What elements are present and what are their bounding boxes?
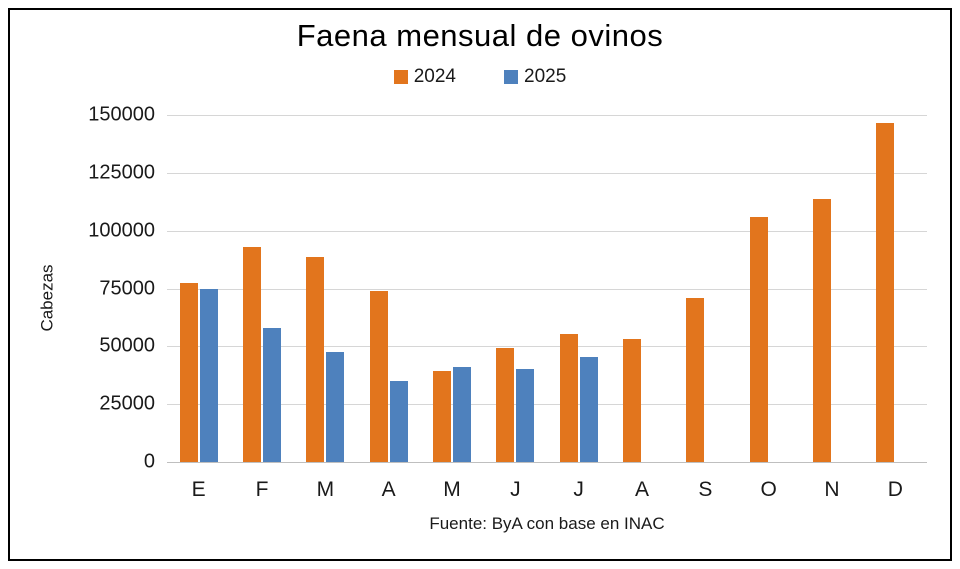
bar-2025-E-1 — [199, 288, 218, 462]
bar-2025-J-6 — [516, 369, 535, 462]
y-tick-label-125000: 125000 — [88, 161, 155, 184]
bar-2025-A-4 — [389, 381, 408, 462]
plot-area — [167, 115, 927, 463]
legend-swatch-2025-icon — [504, 70, 518, 84]
gridline-100000 — [167, 230, 927, 232]
bar-2025-J-7 — [579, 356, 598, 462]
legend-item-2024: 2024 — [393, 66, 456, 88]
x-tick-label-J-6: J — [510, 478, 521, 501]
x-tick-label-E-1: E — [191, 478, 206, 501]
bar-2024-J-7 — [559, 333, 578, 462]
x-tick-label-A-4: A — [381, 478, 396, 501]
bar-2024-M-5 — [433, 370, 451, 462]
legend: 2024 2025 — [0, 66, 960, 88]
gridline-150000 — [167, 115, 927, 116]
bar-2025-F-2 — [263, 327, 281, 462]
x-tick-label-M-3: M — [316, 478, 335, 501]
y-tick-label-50000: 50000 — [99, 334, 155, 357]
x-tick-label-O-10: O — [760, 478, 777, 501]
gridline-75000 — [167, 288, 927, 290]
y-tick-label-75000: 75000 — [99, 277, 155, 299]
gridline-50000 — [167, 346, 927, 348]
y-tick-label-0: 0 — [143, 450, 155, 473]
x-tick-label-F-2: F — [255, 478, 269, 501]
bar-2024-E-1 — [179, 282, 198, 462]
y-tick-label-25000: 25000 — [99, 392, 155, 415]
gridline-0 — [167, 462, 927, 463]
bar-2024-N-11 — [813, 199, 831, 462]
y-tick-label-150000: 150000 — [88, 103, 155, 126]
legend-label-2024: 2024 — [413, 66, 456, 87]
gridline-125000 — [167, 172, 927, 174]
bar-2024-O-10 — [749, 216, 768, 462]
bar-2024-M-3 — [306, 257, 325, 462]
x-tick-label-D-12: D — [887, 478, 903, 501]
bar-2024-F-2 — [243, 246, 261, 462]
bar-2024-D-12 — [876, 123, 895, 462]
legend-label-2025: 2025 — [524, 66, 567, 87]
figure-border — [8, 8, 952, 561]
legend-item-2025: 2025 — [504, 66, 566, 88]
bar-2024-S-9 — [686, 297, 705, 462]
gridline-25000 — [167, 404, 927, 406]
bar-2025-M-5 — [453, 367, 471, 462]
bar-2024-A-8 — [623, 339, 641, 462]
bar-2024-A-4 — [369, 290, 388, 462]
x-tick-label-A-8: A — [634, 478, 650, 501]
x-tick-label-N-11: N — [824, 478, 840, 501]
x-tick-label-J-7: J — [573, 478, 584, 501]
y-tick-label-100000: 100000 — [88, 219, 155, 242]
bar-2024-J-6 — [496, 347, 515, 462]
bar-2025-M-3 — [326, 352, 345, 462]
x-tick-label-S-9: S — [698, 478, 713, 501]
legend-swatch-2024-icon — [393, 70, 408, 84]
y-axis-ticks: 0 25000 50000 75000 100000 125000 150000 — [55, 104, 155, 473]
x-tick-label-M-5: M — [443, 478, 461, 501]
source-note: Fuente: ByA con base en INAC — [429, 514, 665, 533]
chart-title: Faena mensual de ovinos — [296, 18, 664, 53]
